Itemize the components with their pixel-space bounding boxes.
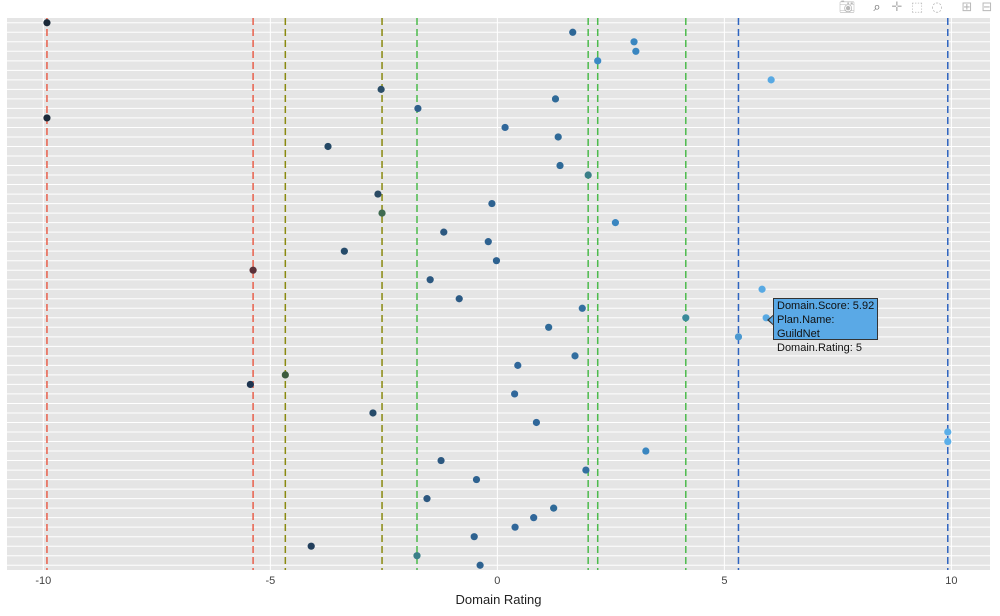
data-point[interactable]	[413, 552, 421, 560]
data-point[interactable]	[369, 409, 377, 417]
zoom-in-icon[interactable]: ⊞	[961, 0, 973, 15]
data-point[interactable]	[514, 361, 522, 369]
tooltip-line-plan: Plan.Name: GuildNet	[777, 314, 835, 340]
data-point[interactable]	[511, 523, 519, 531]
data-point[interactable]	[377, 85, 385, 93]
x-tick-label: -5	[265, 575, 275, 587]
data-point[interactable]	[426, 276, 434, 284]
data-point[interactable]	[484, 238, 492, 246]
data-point[interactable]	[582, 466, 590, 474]
data-point[interactable]	[632, 47, 640, 55]
data-point[interactable]	[472, 475, 481, 484]
x-tick-label: 10	[945, 575, 957, 587]
data-point[interactable]	[594, 57, 602, 65]
data-point[interactable]	[578, 304, 586, 312]
data-point[interactable]	[532, 418, 541, 427]
data-point[interactable]	[944, 428, 952, 436]
data-point[interactable]	[501, 123, 509, 132]
data-point[interactable]	[545, 323, 553, 331]
data-point[interactable]	[550, 504, 558, 512]
tooltip-line-score: Domain.Score: 5.92	[777, 300, 875, 312]
data-point[interactable]	[476, 561, 484, 569]
data-point[interactable]	[440, 228, 448, 236]
data-point[interactable]	[682, 314, 690, 322]
data-point[interactable]	[43, 114, 51, 122]
hover-tooltip: Domain.Score: 5.92 Plan.Name: GuildNet D…	[773, 298, 878, 354]
data-point[interactable]	[437, 456, 445, 465]
data-point[interactable]	[488, 199, 496, 208]
data-point[interactable]	[551, 95, 560, 103]
data-point[interactable]	[611, 219, 620, 227]
data-point[interactable]	[423, 495, 431, 503]
data-point[interactable]	[554, 133, 562, 141]
data-point[interactable]	[470, 533, 478, 541]
data-point[interactable]	[281, 371, 289, 379]
tooltip-line-rating: Domain.Rating: 5	[777, 342, 862, 354]
data-point[interactable]	[43, 19, 51, 27]
data-point[interactable]	[642, 447, 650, 455]
data-point[interactable]	[307, 542, 315, 550]
camera-icon[interactable]: 📷︎	[838, 0, 856, 15]
data-point[interactable]	[378, 209, 386, 217]
data-point[interactable]	[944, 437, 952, 446]
data-point[interactable]	[556, 161, 564, 170]
data-point[interactable]	[530, 514, 538, 522]
data-point[interactable]	[455, 295, 463, 303]
data-point[interactable]	[758, 285, 766, 293]
x-tick-label: 5	[721, 575, 727, 587]
pan-icon[interactable]: ✛	[891, 0, 903, 15]
modebar: 📷︎ ⌕ ✛ ⬚ ◌ ⊞ ⊟	[838, 0, 996, 16]
x-axis-label: Domain Rating	[456, 592, 542, 607]
data-point[interactable]	[492, 257, 501, 265]
plot-area	[7, 18, 990, 570]
zoom-out-icon[interactable]: ⊟	[981, 0, 993, 15]
data-point[interactable]	[249, 266, 257, 274]
lasso-icon[interactable]: ◌	[931, 0, 943, 15]
data-point[interactable]	[734, 333, 743, 341]
data-point[interactable]	[571, 352, 579, 360]
data-point[interactable]	[374, 190, 382, 198]
zoom-icon[interactable]: ⌕	[873, 0, 881, 15]
x-tick-label: -10	[35, 575, 51, 587]
data-point[interactable]	[246, 380, 254, 389]
data-point[interactable]	[324, 142, 332, 151]
data-point[interactable]	[584, 171, 592, 179]
data-point[interactable]	[340, 247, 348, 255]
data-point[interactable]	[630, 38, 638, 46]
data-point[interactable]	[569, 28, 577, 36]
data-point[interactable]	[767, 76, 775, 84]
box-select-icon[interactable]: ⬚	[910, 0, 924, 15]
x-tick-label: 0	[494, 575, 500, 587]
data-point[interactable]	[511, 390, 519, 398]
data-point[interactable]	[414, 104, 422, 113]
